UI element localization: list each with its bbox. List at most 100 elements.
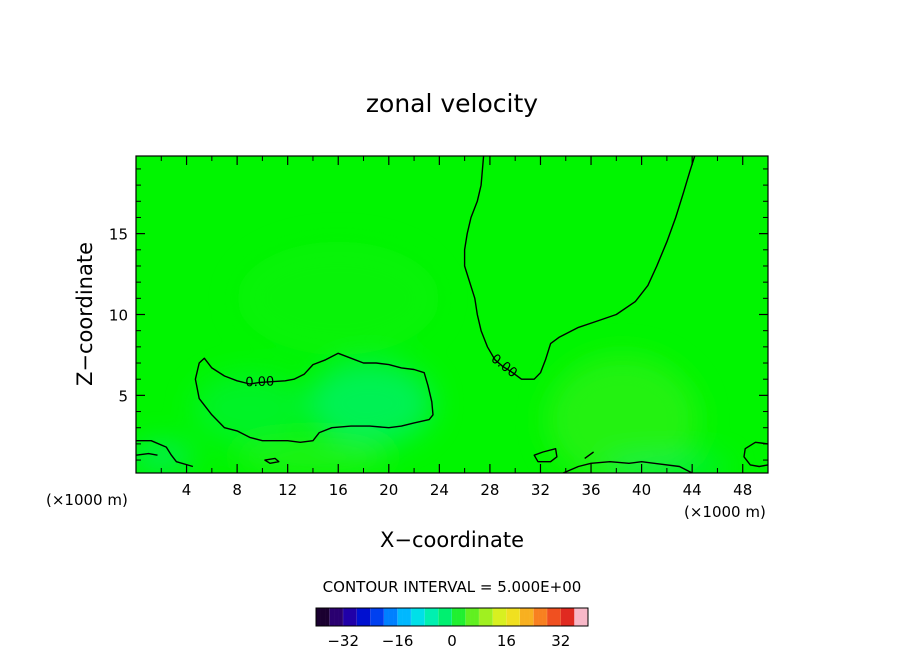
x-unit-left: (×1000 m) [46, 491, 128, 509]
x-tick-label: 40 [632, 481, 651, 499]
field-patch-3 [237, 442, 389, 472]
colorbar-tick-label: 0 [447, 632, 457, 650]
colorbar-cell [365, 608, 371, 626]
colorbar-cell [529, 608, 534, 626]
colorbar-cell [515, 608, 521, 626]
low-contour-c [533, 448, 558, 463]
colorbar-cell [374, 608, 380, 626]
y-tick-label: 5 [118, 387, 128, 405]
colorbar-cell [343, 608, 349, 626]
colorbar-cell [547, 608, 553, 626]
y-axis-ticks: 5 10 15 [109, 168, 768, 461]
colorbar-cell [474, 608, 480, 626]
zero-contour-left [194, 352, 434, 443]
contour-lines [136, 156, 768, 473]
colorbar-tick-label: 16 [497, 632, 516, 650]
colorbar-cell [316, 608, 321, 626]
x-unit-right: (×1000 m) [684, 503, 766, 521]
colorbar-cell [583, 608, 589, 626]
colorbar-cell [538, 608, 543, 626]
x-tick-label: 24 [430, 481, 449, 499]
x-axis-label: X−coordinate [380, 528, 524, 552]
colorbar-frame [315, 607, 589, 627]
colorbar-cell [452, 608, 457, 626]
colorbar-cell [461, 608, 466, 626]
colorbar-cell [438, 608, 444, 626]
colorbar-cell [397, 608, 403, 626]
y-tick-label: 15 [109, 226, 128, 244]
colorbar-cell [420, 608, 426, 626]
x-tick-label: 16 [329, 481, 348, 499]
colorbar-cell [320, 608, 326, 626]
colorbar-cell [356, 608, 362, 626]
colorbar-cell [465, 608, 471, 626]
colorbar-cell [470, 608, 475, 626]
colorbar-cell [406, 608, 412, 626]
field-patch-1 [306, 361, 434, 446]
colorbar-cell [520, 608, 525, 626]
x-tick-label: 44 [683, 481, 702, 499]
colorbar-cell [506, 608, 512, 626]
colorbar-cell [510, 608, 516, 626]
x-tick-label: 8 [232, 481, 242, 499]
colorbar-cell [483, 608, 489, 626]
x-tick-label: 28 [480, 481, 499, 499]
colorbar-cell [411, 608, 417, 626]
colorbar-cell [479, 608, 485, 626]
colorbar-cell [488, 608, 494, 626]
plot-area: 0.000.00 [135, 155, 769, 474]
colorbar-cell [569, 608, 575, 626]
low-contour-f [743, 441, 768, 468]
low-contour-g [264, 457, 280, 464]
colorbar-cell [338, 608, 344, 626]
zero-contour-right [463, 156, 696, 380]
colorbar-cell [415, 608, 421, 626]
colorbar-cell [325, 608, 330, 626]
colorbar-cell [565, 608, 571, 626]
colorbar-cell [442, 608, 448, 626]
field-shading [136, 241, 731, 473]
field-patch-2 [192, 372, 307, 444]
x-tick-label: 12 [278, 481, 297, 499]
colorbar-cell [524, 608, 530, 626]
colorbar-cell [379, 608, 385, 626]
colorbar-tick-label: 32 [551, 632, 570, 650]
colorbar-cell [384, 608, 389, 626]
colorbar-cell [370, 608, 376, 626]
colorbar-cell [393, 608, 398, 626]
colorbar-cell [578, 608, 584, 626]
colorbar-cell [533, 608, 539, 626]
low-contour-a [136, 440, 194, 468]
colorbar-cell [352, 608, 358, 626]
colorbar-cell [492, 608, 498, 626]
colorbar-cell [556, 608, 562, 626]
colorbar-cell [497, 608, 503, 626]
x-tick-label: 20 [379, 481, 398, 499]
colorbar-cell [560, 608, 566, 626]
colorbar-cell [433, 608, 439, 626]
colorbar-cell [456, 608, 462, 626]
colorbar-cell [402, 608, 407, 626]
colorbar-cell [334, 608, 339, 626]
x-axis-ticks: 4 8 12 16 20 24 28 32 36 40 44 48 [160, 156, 752, 499]
low-contour-b [136, 452, 158, 456]
chart-title: zonal velocity [366, 89, 538, 118]
colorbar-cell [388, 608, 394, 626]
colorbar-cell [551, 608, 557, 626]
x-tick-label: 48 [733, 481, 752, 499]
colorbar-cell [542, 608, 548, 626]
contour-label-1: 0.00 [245, 374, 274, 390]
field-patch-4 [546, 354, 699, 473]
colorbar-cell [574, 608, 580, 626]
colorbar-cell [347, 608, 353, 626]
colorbar-cell [501, 608, 507, 626]
low-contour-d [562, 461, 693, 473]
colorbar-cell [329, 608, 335, 626]
colorbar-cell [447, 608, 453, 626]
y-axis-label: Z−coordinate [73, 242, 97, 386]
y-tick-label: 10 [109, 307, 128, 325]
x-tick-label: 32 [531, 481, 550, 499]
field-patch-7 [136, 442, 193, 472]
contour-interval-text: CONTOUR INTERVAL = 5.000E+00 [323, 578, 582, 596]
